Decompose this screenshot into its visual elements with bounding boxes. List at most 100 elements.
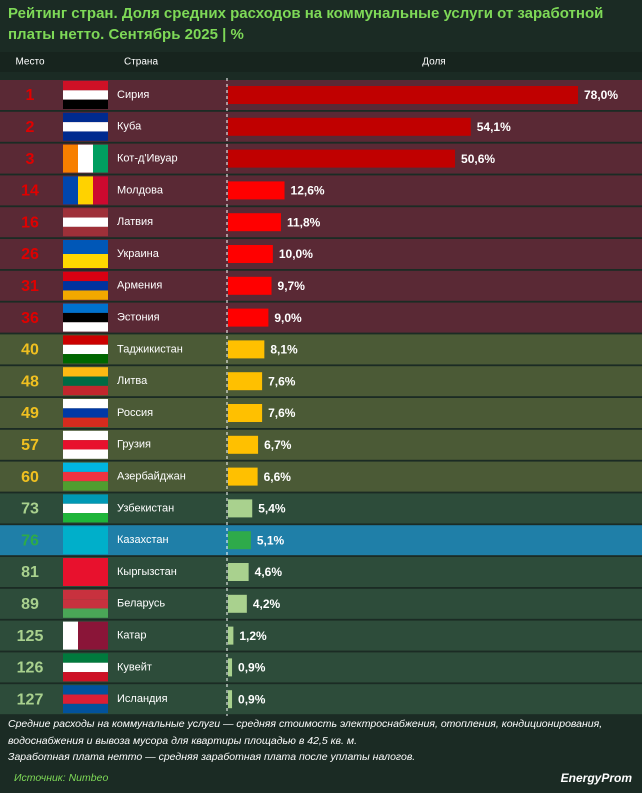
value-label: 1,2%: [239, 629, 267, 643]
rank: 89: [21, 596, 39, 613]
value-label: 8,1%: [270, 343, 298, 357]
value-label: 4,6%: [255, 565, 283, 579]
flag: [63, 208, 108, 218]
bar: [228, 213, 281, 232]
bar: [228, 181, 285, 200]
flag: [63, 399, 108, 409]
rank: 2: [26, 119, 35, 136]
value-label: 10,0%: [279, 247, 313, 261]
flag: [93, 621, 108, 650]
flag: [63, 176, 78, 205]
value-label: 54,1%: [477, 120, 511, 134]
value-label: 7,6%: [268, 374, 296, 388]
flag: [63, 526, 108, 555]
country-label: Беларусь: [117, 598, 165, 610]
flag: [63, 112, 108, 123]
flag: [63, 662, 108, 673]
flag: [63, 599, 108, 609]
value-label: 5,1%: [257, 533, 285, 547]
flag: [63, 254, 108, 268]
flag: [63, 589, 108, 600]
rank: 36: [21, 310, 39, 327]
flag: [63, 226, 108, 237]
bar: [228, 626, 234, 645]
rank: 127: [17, 691, 44, 708]
flag: [93, 144, 108, 173]
value-label: 0,9%: [238, 692, 266, 706]
bar: [228, 372, 263, 391]
bar: [228, 245, 273, 263]
value-label: 6,6%: [264, 470, 292, 484]
bar: [228, 86, 578, 104]
flag: [63, 471, 108, 482]
source: Источник: Numbeo: [14, 772, 108, 784]
country-label: Кыргызстан: [117, 566, 177, 578]
flag: [63, 335, 108, 345]
value-label: 0,9%: [238, 661, 266, 675]
bar: [228, 149, 456, 168]
country-label: Казахстан: [117, 534, 169, 546]
rank: 1: [26, 87, 35, 104]
footnote: Заработная плата нетто — средняя заработ…: [8, 751, 415, 763]
bar: [228, 658, 233, 677]
flag: [78, 621, 93, 650]
flag: [63, 90, 108, 100]
country-label: Исландия: [117, 693, 168, 705]
rank: 3: [26, 151, 35, 168]
flag: [63, 131, 108, 141]
flag: [63, 430, 108, 441]
rank: 40: [21, 342, 39, 359]
bar: [228, 340, 265, 359]
country-label: Эстония: [117, 312, 160, 324]
flag: [63, 494, 108, 504]
bar: [228, 499, 253, 518]
flag: [78, 176, 93, 205]
flag: [63, 281, 108, 291]
value-label: 7,6%: [268, 406, 296, 420]
flag: [63, 344, 108, 355]
flag: [63, 703, 108, 714]
value-label: 11,8%: [287, 215, 321, 229]
bar: [228, 594, 247, 613]
flag: [63, 217, 108, 227]
country-label: Кувейт: [117, 661, 152, 673]
bar: [228, 435, 259, 454]
rank: 60: [21, 469, 39, 486]
rank: 16: [21, 214, 39, 231]
bar: [228, 308, 269, 327]
flag: [63, 271, 108, 282]
flag: [63, 672, 108, 682]
flag: [63, 503, 108, 514]
flag: [63, 303, 108, 313]
country-label: Украина: [117, 248, 160, 260]
rank: 49: [21, 405, 39, 422]
flag: [63, 694, 108, 704]
flag: [63, 481, 108, 491]
country-label: Молдова: [117, 184, 164, 196]
flag: [63, 513, 108, 523]
value-label: 9,0%: [274, 311, 302, 325]
flag: [63, 608, 108, 618]
footnote: Средние расходы на коммунальные услуги —…: [8, 718, 602, 730]
flag: [63, 408, 108, 418]
flag: [78, 144, 93, 173]
flag: [63, 144, 78, 173]
flag: [63, 621, 78, 650]
country-label: Армения: [117, 280, 162, 292]
country-label: Литва: [117, 375, 148, 387]
country-label: Грузия: [117, 439, 151, 451]
bar: [228, 690, 233, 709]
bar: [228, 276, 272, 295]
value-label: 9,7%: [278, 279, 306, 293]
country-label: Латвия: [117, 216, 153, 228]
bar: [228, 531, 251, 550]
rank: 31: [21, 278, 39, 295]
bar: [228, 467, 258, 486]
flag: [63, 376, 108, 386]
flag: [63, 653, 108, 663]
rank: 126: [17, 660, 44, 677]
value-label: 6,7%: [264, 438, 292, 452]
flag: [63, 558, 108, 586]
flag: [63, 367, 108, 377]
